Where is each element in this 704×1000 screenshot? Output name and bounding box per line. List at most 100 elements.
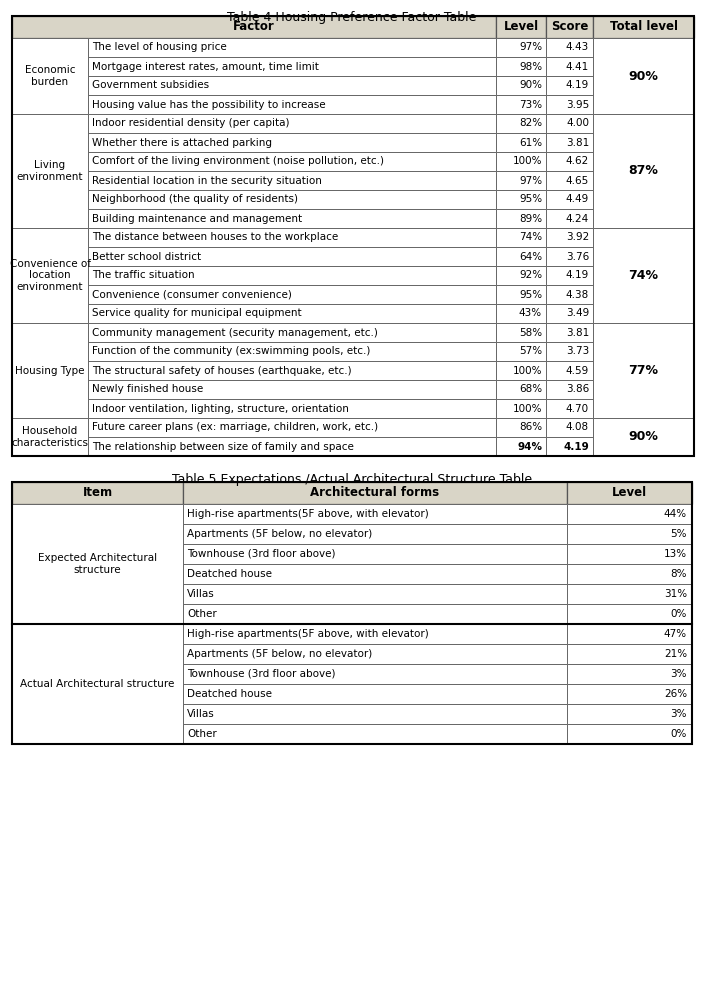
Bar [496,114,546,133]
Bar [593,380,694,399]
Text: Government subsidies: Government subsidies [92,81,209,91]
Text: Neighborhood (the quality of residents): Neighborhood (the quality of residents) [92,194,298,205]
Bar [496,152,546,171]
Text: 4.70: 4.70 [566,403,589,414]
Text: High-rise apartments(5F above, with elevator): High-rise apartments(5F above, with elev… [187,629,429,639]
Text: Level: Level [503,20,539,33]
Text: Score: Score [551,20,588,33]
Bar [546,114,593,133]
Text: Apartments (5F below, no elevator): Apartments (5F below, no elevator) [187,649,372,659]
Bar [593,342,694,361]
Text: Function of the community (ex:swimming pools, etc.): Function of the community (ex:swimming p… [92,347,370,357]
Bar [88,418,496,437]
Text: Indoor residential density (per capita): Indoor residential density (per capita) [92,118,289,128]
Bar [593,285,694,304]
Bar [88,228,496,247]
Bar [593,361,694,380]
Text: Actual Architectural structure: Actual Architectural structure [20,679,175,689]
Bar [546,190,593,209]
Text: 3%: 3% [670,669,687,679]
Bar [183,724,567,744]
Bar [12,564,183,584]
Text: Table 5 Expectations /Actual Architectural Structure Table: Table 5 Expectations /Actual Architectur… [172,473,532,486]
Bar [496,304,546,323]
Bar [12,16,694,456]
Bar [546,285,593,304]
Text: 100%: 100% [513,156,542,166]
Bar [567,684,692,704]
Bar [546,209,593,228]
Text: 73%: 73% [519,100,542,109]
Text: Deatched house: Deatched house [187,569,272,579]
Bar [546,323,593,342]
Text: Deatched house: Deatched house [187,689,272,699]
Bar [546,304,593,323]
Text: 4.19: 4.19 [566,81,589,91]
Text: 97%: 97% [519,42,542,52]
Bar [496,323,546,342]
Text: 90%: 90% [629,70,658,83]
Bar [12,323,88,418]
Text: Residential location in the security situation: Residential location in the security sit… [92,176,322,186]
Bar [567,504,692,524]
Bar [546,133,593,152]
Bar [183,604,567,624]
Bar [546,361,593,380]
Text: 5%: 5% [670,529,687,539]
Text: 3.81: 3.81 [566,328,589,338]
Text: Townhouse (3rd floor above): Townhouse (3rd floor above) [187,549,336,559]
Bar [496,361,546,380]
Text: 95%: 95% [519,290,542,300]
Bar [12,504,183,624]
Bar [12,644,183,664]
Bar [593,76,694,95]
Bar [593,16,694,38]
Bar [496,399,546,418]
Bar [88,437,496,456]
Bar [546,76,593,95]
Text: Table 4 Housing Preference Factor Table: Table 4 Housing Preference Factor Table [227,11,477,24]
Text: Newly finished house: Newly finished house [92,384,203,394]
Bar [12,624,183,744]
Bar [12,584,183,604]
Text: 4.19: 4.19 [563,442,589,452]
Bar [88,133,496,152]
Bar [183,584,567,604]
Text: Household
characteristics: Household characteristics [11,426,89,448]
Text: High-rise apartments(5F above, with elevator): High-rise apartments(5F above, with elev… [187,509,429,519]
Text: 3%: 3% [670,709,687,719]
Bar [567,644,692,664]
Bar [546,16,593,38]
Bar [593,323,694,342]
Text: 57%: 57% [519,347,542,357]
Bar [593,152,694,171]
Text: 21%: 21% [664,649,687,659]
Bar [496,418,546,437]
Text: 87%: 87% [629,164,658,178]
Bar [88,342,496,361]
Bar [12,228,88,323]
Text: 97%: 97% [519,176,542,186]
Text: Total level: Total level [610,20,677,33]
Bar [12,664,183,684]
Bar [546,57,593,76]
Bar [546,95,593,114]
Bar [12,482,692,744]
Bar [496,57,546,76]
Text: The distance between houses to the workplace: The distance between houses to the workp… [92,232,338,242]
Text: 4.19: 4.19 [566,270,589,280]
Bar [567,664,692,684]
Bar [12,544,183,564]
Bar [546,418,593,437]
Text: Factor: Factor [233,20,275,33]
Text: 8%: 8% [670,569,687,579]
Text: 58%: 58% [519,328,542,338]
Text: Building maintenance and management: Building maintenance and management [92,214,302,224]
Bar [88,171,496,190]
Bar [546,38,593,57]
Text: 0%: 0% [671,729,687,739]
Text: Living
environment: Living environment [17,160,83,182]
Bar [12,684,183,704]
Bar [593,228,694,247]
Text: 26%: 26% [664,689,687,699]
